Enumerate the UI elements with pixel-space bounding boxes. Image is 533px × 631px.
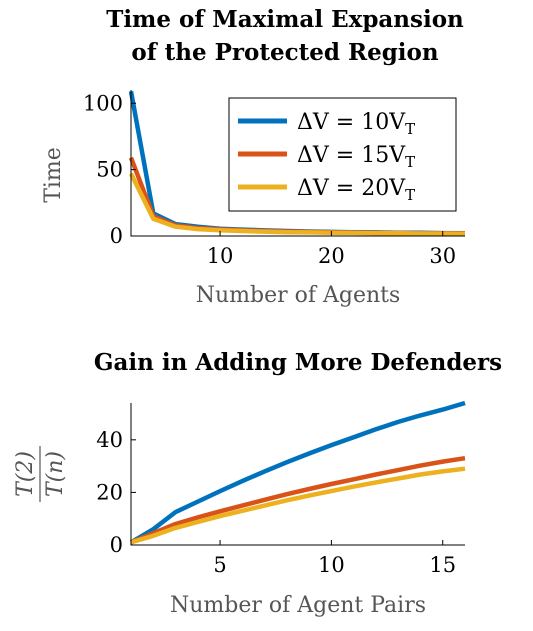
chart-bottom-x-tick-label-1: 5 (213, 553, 226, 577)
legend-label-2: ΔV = 15VT (297, 143, 415, 171)
chart-top-x-tick-label-3: 30 (429, 244, 456, 268)
chart-bottom-series-line-1 (129, 400, 466, 545)
chart-bottom-series-line-3 (130, 466, 466, 545)
chart-top-ticks: 10 20 30 0 50 100 (83, 91, 456, 268)
chart-bottom-series-line-2 (130, 455, 466, 545)
chart-top-y-tick-label-3: 100 (83, 91, 123, 115)
chart-top-y-axis-label: Time (41, 147, 66, 203)
chart-top-x-tick-label-1: 10 (207, 244, 234, 268)
chart-bottom: Gain in Adding More Defenders 5 10 15 0 20 40… (13, 349, 502, 618)
chart-top-x-tick-label-2: 20 (318, 244, 345, 268)
chart-bottom-x-axis-label: Number of Agent Pairs (170, 593, 426, 618)
chart-top-title-line-2: of the Protected Region (131, 39, 438, 66)
chart-top-y-tick-label-1: 0 (110, 224, 123, 248)
legend-label-3: ΔV = 20VT (297, 176, 415, 204)
chart-top-legend: ΔV = 10VT ΔV = 15VT ΔV = 20VT (228, 97, 457, 212)
chart-top-series-group (128, 90, 466, 236)
chart-bottom-ticks: 5 10 15 0 20 40 (96, 428, 456, 577)
chart-bottom-y-tick-label-1: 0 (110, 533, 123, 557)
chart-top-y-tick-label-2: 50 (96, 158, 123, 182)
chart-bottom-y-axis-label: T(2) T(n) (13, 446, 68, 502)
chart-bottom-y-tick-label-3: 40 (96, 428, 123, 452)
chart-bottom-series-group (129, 400, 466, 545)
chart-bottom-x-tick-label-3: 15 (429, 553, 456, 577)
chart-bottom-y-tick-label-2: 20 (96, 480, 123, 504)
y-label-denominator: T(n) (43, 451, 68, 497)
chart-top-title-line-1: Time of Maximal Expansion (106, 6, 464, 33)
chart-bottom-x-tick-label-2: 10 (318, 553, 345, 577)
y-label-numerator: T(2) (13, 451, 38, 497)
chart-top: Time of Maximal Expansion of the Protect… (41, 6, 466, 308)
chart-top-series-line-3 (128, 172, 466, 236)
chart-top-x-axis-label: Number of Agents (196, 283, 401, 308)
legend-label-1: ΔV = 10VT (297, 110, 415, 138)
chart-bottom-title: Gain in Adding More Defenders (94, 349, 502, 376)
